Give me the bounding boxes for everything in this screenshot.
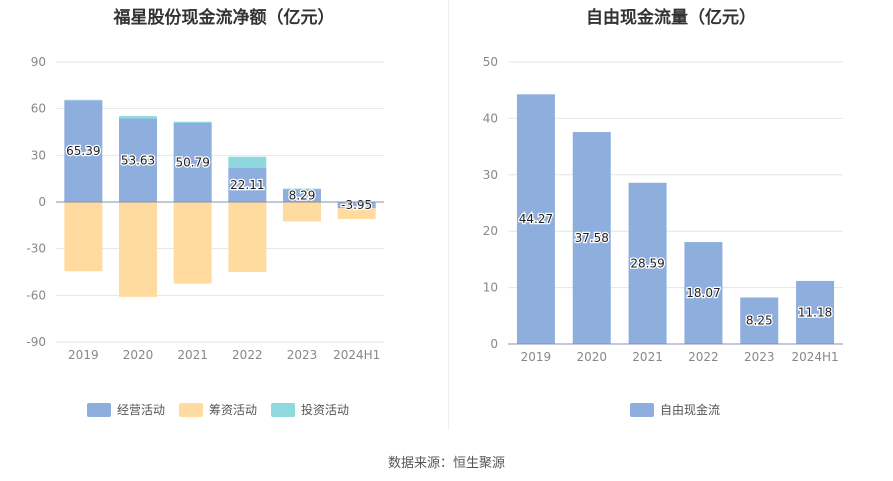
- bar: [64, 99, 103, 101]
- y-tick-label: 60: [31, 102, 46, 116]
- bar: [740, 297, 779, 344]
- bar: [628, 182, 667, 344]
- bar: [228, 202, 267, 272]
- legend-label: 投资活动: [301, 402, 349, 417]
- x-tick-label: 2021: [632, 350, 663, 364]
- data-label: 18.07: [686, 286, 720, 300]
- bar: [684, 242, 723, 344]
- y-tick-label: -90: [26, 335, 46, 349]
- y-tick-label: -60: [26, 288, 46, 302]
- bar: [228, 167, 267, 202]
- bar: [64, 202, 103, 272]
- bar: [173, 122, 212, 202]
- bar: [119, 118, 157, 202]
- bar: [119, 202, 157, 297]
- legend-swatch: [271, 403, 295, 417]
- x-tick-label: 2022: [232, 348, 263, 362]
- legend-swatch: [179, 403, 203, 417]
- x-tick-label: 2023: [744, 350, 775, 364]
- data-label: 37.58: [575, 231, 609, 245]
- y-tick-label: 0: [490, 337, 498, 351]
- cashflow-chart: 90 60 30 0 -30 -60 -90 65.39 2019 53.63 2020 50.79 2…: [26, 55, 384, 417]
- bar: [119, 116, 157, 119]
- legend-label: 经营活动: [117, 403, 165, 417]
- fcf-chart-panel: 自由现金流量（亿元） 50 40 30 20 10 0 44.27 2019 37.58 2020…: [449, 0, 893, 430]
- bar: [173, 121, 212, 123]
- cashflow-chart-title: 福星股份现金流净额（亿元）: [113, 8, 335, 28]
- bar: [283, 202, 321, 222]
- data-label: 28.59: [630, 256, 664, 270]
- bar: [173, 202, 212, 284]
- data-label: 11.18: [798, 305, 832, 319]
- y-tick-label: 10: [483, 281, 498, 295]
- x-tick-label: 2020: [576, 350, 607, 364]
- data-label: 65.39: [66, 144, 100, 158]
- data-label: 50.79: [175, 155, 209, 169]
- bar: [64, 100, 103, 202]
- y-tick-label: 30: [483, 168, 498, 182]
- x-tick-label: 2021: [177, 348, 208, 362]
- legend-label: 筹资活动: [209, 403, 257, 417]
- x-tick-label: 2020: [123, 348, 154, 362]
- legend-label: 自由现金流: [660, 402, 720, 417]
- y-tick-label: 90: [31, 55, 46, 69]
- y-tick-label: -30: [26, 242, 46, 256]
- legend-swatch: [87, 403, 111, 417]
- data-label: -3.95: [341, 198, 372, 212]
- bar: [516, 94, 555, 344]
- bar: [283, 189, 321, 202]
- y-tick-label: 30: [31, 148, 46, 162]
- bar: [283, 188, 321, 190]
- data-label: 53.63: [121, 153, 155, 167]
- legend-swatch: [630, 403, 654, 417]
- data-label: 8.29: [289, 189, 316, 203]
- y-tick-label: 20: [483, 224, 498, 238]
- y-tick-label: 50: [483, 55, 498, 69]
- x-tick-label: 2023: [287, 348, 318, 362]
- y-tick-label: 40: [483, 111, 498, 125]
- data-source-note: 数据来源：恒生聚源: [387, 456, 505, 471]
- x-tick-label: 2024H1: [791, 350, 838, 364]
- x-tick-label: 2019: [521, 350, 552, 364]
- panel-divider: [448, 0, 449, 430]
- x-tick-label: 2019: [68, 348, 99, 362]
- bar: [337, 202, 376, 209]
- data-label: 22.11: [230, 178, 264, 192]
- y-tick-label: 0: [38, 195, 46, 209]
- bar: [796, 280, 835, 344]
- fcf-chart: 50 40 30 20 10 0 44.27 2019 37.58 2020 28.59 2021 18…: [483, 55, 843, 417]
- data-label: 8.25: [746, 314, 773, 328]
- x-tick-label: 2024H1: [333, 348, 380, 362]
- x-tick-label: 2022: [688, 350, 719, 364]
- bar: [337, 208, 376, 220]
- cashflow-chart-panel: 福星股份现金流净额（亿元） 90 60 30 0 -30 -60 -90 65.39 2019 5…: [0, 0, 448, 430]
- bar: [228, 156, 267, 168]
- fcf-chart-title: 自由现金流量（亿元）: [586, 8, 756, 28]
- bar: [572, 132, 611, 344]
- data-label: 44.27: [519, 212, 553, 226]
